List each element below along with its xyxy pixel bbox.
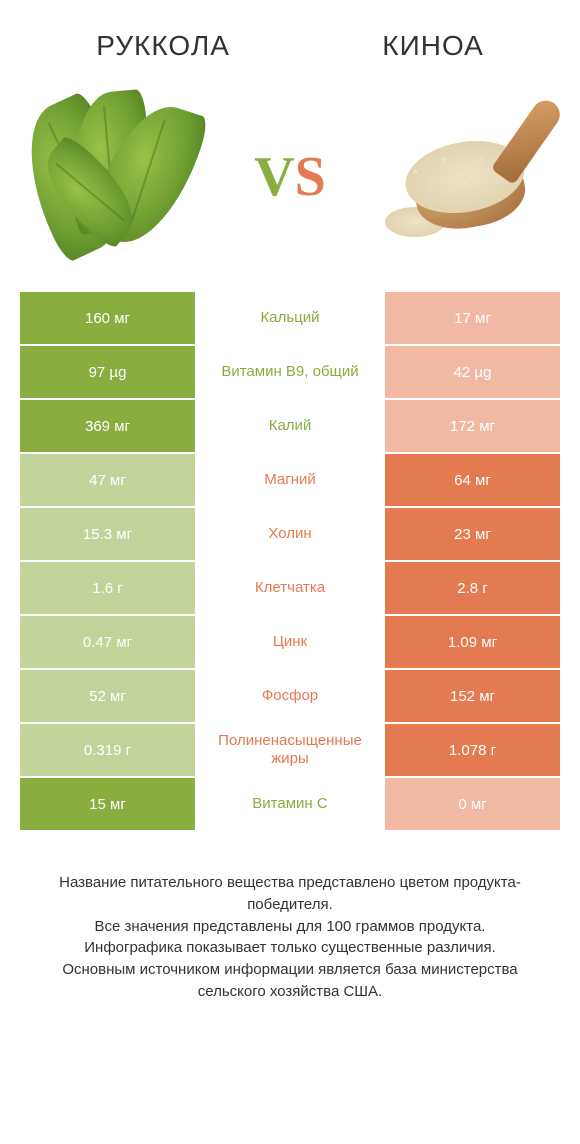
nutrient-name: Витамин C [195, 778, 385, 830]
nutrient-name: Фосфор [195, 670, 385, 722]
nutrient-name: Витамин B9, общий [195, 346, 385, 398]
nutrient-name: Цинк [195, 616, 385, 668]
right-value: 152 мг [385, 670, 560, 722]
nutrient-name: Полиненасыщенные жиры [195, 724, 385, 776]
table-row: 1.6 гКлетчатка2.8 г [20, 562, 560, 616]
images-row: VS [0, 72, 580, 292]
vs-s: S [295, 146, 326, 208]
footer-line: Инфографика показывает только существенн… [30, 937, 550, 959]
vs-v: V [254, 146, 294, 208]
left-value: 160 мг [20, 292, 195, 344]
right-value: 0 мг [385, 778, 560, 830]
nutrition-table: 160 мгКальций17 мг97 µgВитамин B9, общий… [20, 292, 560, 832]
right-value: 172 мг [385, 400, 560, 452]
vs-label: VS [254, 145, 326, 209]
left-value: 15 мг [20, 778, 195, 830]
right-product-title: КИНОА [382, 30, 484, 62]
right-value: 1.09 мг [385, 616, 560, 668]
left-value: 47 мг [20, 454, 195, 506]
right-value: 42 µg [385, 346, 560, 398]
nutrient-name: Клетчатка [195, 562, 385, 614]
footer-line: Все значения представлены для 100 граммо… [30, 916, 550, 938]
nutrient-name: Калий [195, 400, 385, 452]
header: РУККОЛА КИНОА [0, 0, 580, 72]
right-value: 2.8 г [385, 562, 560, 614]
nutrient-name: Магний [195, 454, 385, 506]
quinoa-image [380, 87, 560, 267]
arugula-image [20, 87, 200, 267]
left-value: 52 мг [20, 670, 195, 722]
table-row: 15.3 мгХолин23 мг [20, 508, 560, 562]
table-row: 160 мгКальций17 мг [20, 292, 560, 346]
table-row: 15 мгВитамин C0 мг [20, 778, 560, 832]
table-row: 47 мгМагний64 мг [20, 454, 560, 508]
table-row: 369 мгКалий172 мг [20, 400, 560, 454]
right-value: 23 мг [385, 508, 560, 560]
footer-notes: Название питательного вещества представл… [0, 832, 580, 1023]
right-value: 17 мг [385, 292, 560, 344]
left-value: 0.47 мг [20, 616, 195, 668]
footer-line: Название питательного вещества представл… [30, 872, 550, 916]
footer-line: Основным источником информации является … [30, 959, 550, 1003]
table-row: 52 мгФосфор152 мг [20, 670, 560, 724]
left-product-title: РУККОЛА [96, 30, 230, 62]
table-row: 97 µgВитамин B9, общий42 µg [20, 346, 560, 400]
right-value: 64 мг [385, 454, 560, 506]
left-value: 15.3 мг [20, 508, 195, 560]
nutrient-name: Кальций [195, 292, 385, 344]
right-value: 1.078 г [385, 724, 560, 776]
left-value: 369 мг [20, 400, 195, 452]
table-row: 0.47 мгЦинк1.09 мг [20, 616, 560, 670]
left-value: 0.319 г [20, 724, 195, 776]
nutrient-name: Холин [195, 508, 385, 560]
table-row: 0.319 гПолиненасыщенные жиры1.078 г [20, 724, 560, 778]
left-value: 1.6 г [20, 562, 195, 614]
left-value: 97 µg [20, 346, 195, 398]
